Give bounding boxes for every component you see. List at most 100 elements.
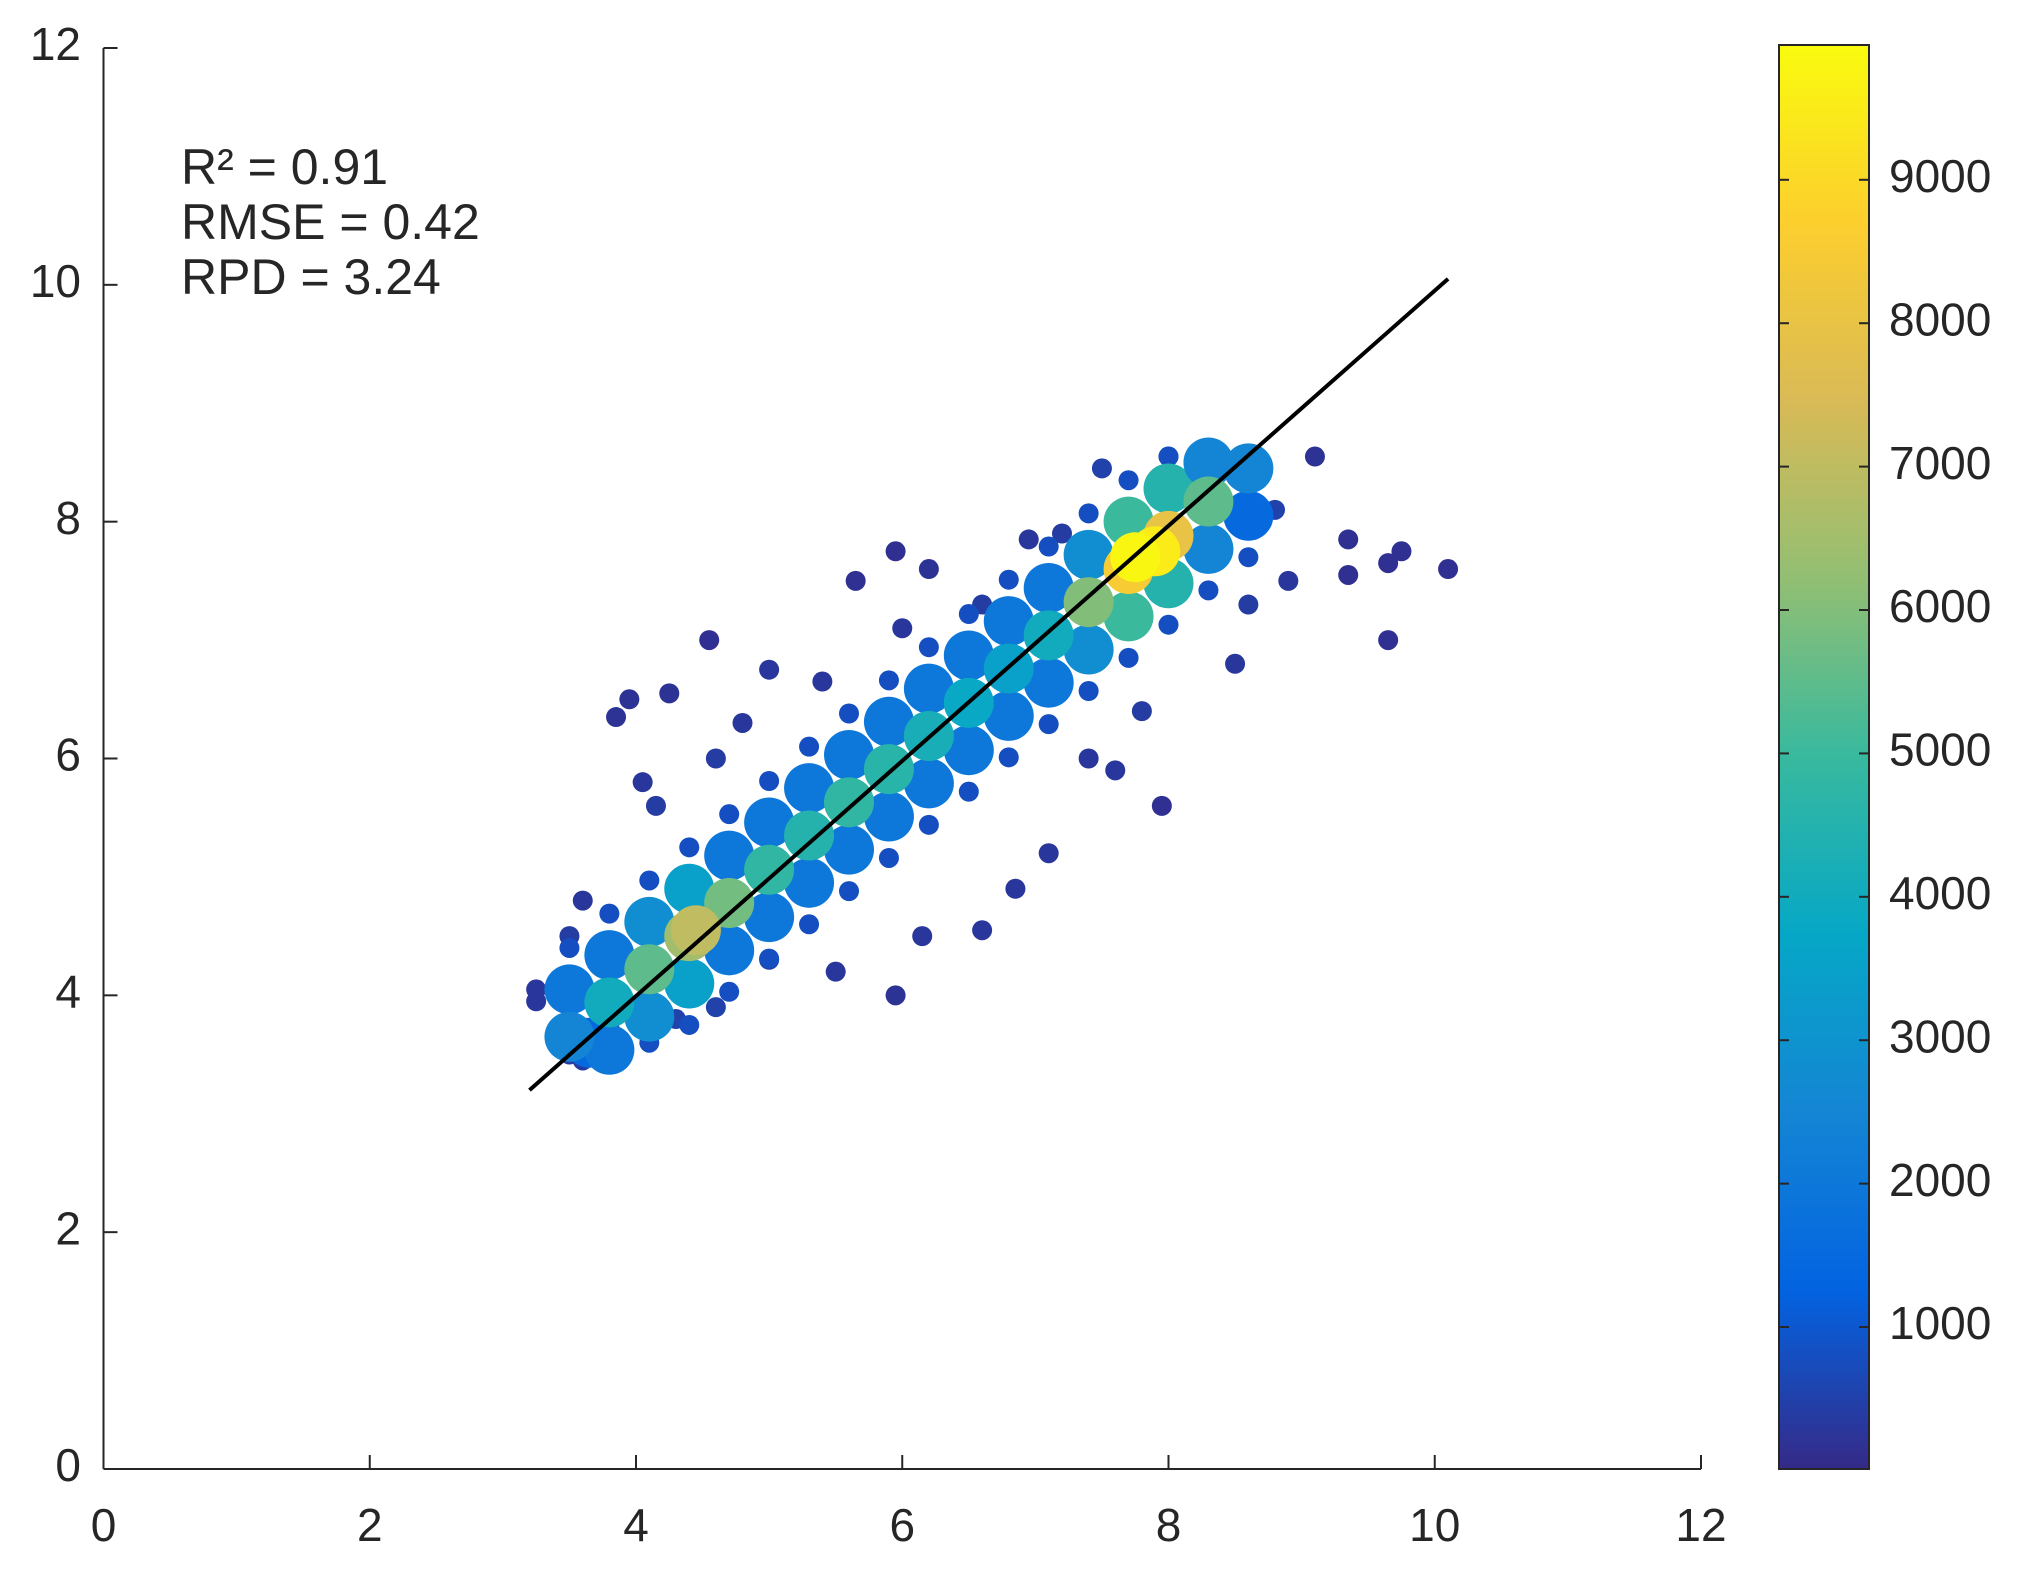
point bbox=[1158, 614, 1179, 635]
point bbox=[639, 870, 660, 891]
point bbox=[719, 981, 740, 1002]
y-tick-label: 10 bbox=[30, 255, 81, 307]
point bbox=[619, 689, 640, 710]
point bbox=[704, 877, 755, 928]
point bbox=[878, 847, 899, 868]
point bbox=[784, 857, 835, 908]
point bbox=[943, 630, 994, 681]
annotation: R² = 0.91 bbox=[181, 139, 388, 195]
y-tick-label: 2 bbox=[55, 1202, 81, 1254]
point bbox=[624, 896, 675, 947]
point bbox=[1225, 653, 1246, 674]
point bbox=[1183, 437, 1234, 488]
point bbox=[659, 683, 680, 704]
point bbox=[624, 944, 675, 995]
point bbox=[679, 837, 700, 858]
point bbox=[1078, 503, 1099, 524]
point bbox=[1131, 701, 1152, 722]
point bbox=[632, 772, 653, 793]
point bbox=[744, 892, 795, 943]
colorbar-tick-label: 5000 bbox=[1889, 724, 1991, 776]
point bbox=[699, 630, 720, 651]
point bbox=[998, 569, 1019, 590]
point bbox=[825, 961, 846, 982]
point bbox=[759, 770, 780, 791]
colorbar-tick-label: 6000 bbox=[1889, 580, 1991, 632]
point bbox=[863, 696, 914, 747]
point bbox=[839, 703, 859, 724]
colorbar bbox=[1778, 44, 1870, 1470]
point bbox=[918, 637, 939, 658]
point bbox=[812, 671, 833, 692]
colorbar-tick-label: 3000 bbox=[1889, 1010, 1991, 1062]
point bbox=[705, 997, 726, 1018]
y-tick-label: 6 bbox=[55, 729, 81, 781]
colorbar-tick-label: 7000 bbox=[1889, 437, 1991, 489]
point bbox=[584, 977, 635, 1028]
point bbox=[606, 707, 627, 728]
point bbox=[958, 604, 979, 625]
point bbox=[1158, 446, 1179, 467]
point bbox=[1063, 529, 1114, 580]
point bbox=[824, 729, 874, 780]
point bbox=[704, 830, 755, 881]
point bbox=[958, 781, 979, 802]
point bbox=[784, 763, 835, 814]
point bbox=[1278, 570, 1299, 591]
point bbox=[1183, 523, 1234, 574]
point bbox=[983, 596, 1034, 647]
point bbox=[584, 930, 635, 981]
x-tick-label: 8 bbox=[1156, 1499, 1182, 1551]
point bbox=[719, 804, 740, 825]
point bbox=[1023, 562, 1074, 613]
point bbox=[1078, 748, 1099, 769]
point bbox=[559, 937, 580, 958]
colorbar-tick-label: 4000 bbox=[1889, 867, 1991, 919]
point bbox=[1105, 760, 1126, 781]
point bbox=[892, 618, 913, 639]
point bbox=[1078, 681, 1099, 702]
point bbox=[1151, 795, 1172, 816]
point bbox=[918, 559, 939, 580]
point bbox=[664, 863, 715, 914]
point bbox=[664, 958, 715, 1009]
point bbox=[1223, 443, 1274, 494]
point bbox=[1063, 577, 1114, 628]
point bbox=[1338, 564, 1359, 585]
y-tick-label: 4 bbox=[55, 965, 81, 1017]
y-tick-label: 0 bbox=[55, 1439, 81, 1491]
annotation: RMSE = 0.42 bbox=[181, 194, 480, 250]
colorbar-tick-label: 9000 bbox=[1889, 150, 1991, 202]
point bbox=[1223, 490, 1274, 541]
point bbox=[943, 725, 994, 776]
point bbox=[912, 926, 933, 947]
point bbox=[1198, 580, 1219, 601]
point bbox=[972, 920, 993, 941]
point bbox=[845, 570, 866, 591]
x-tick-label: 10 bbox=[1409, 1499, 1460, 1551]
point bbox=[784, 810, 835, 861]
point bbox=[799, 736, 820, 757]
y-tick-label: 12 bbox=[30, 18, 81, 70]
colorbar-tick-label: 8000 bbox=[1889, 293, 1991, 345]
point bbox=[1238, 594, 1259, 615]
point bbox=[759, 659, 780, 680]
colorbar-tick-label: 2000 bbox=[1889, 1154, 1991, 1206]
point bbox=[1103, 591, 1154, 642]
point bbox=[1238, 547, 1259, 568]
point bbox=[1378, 553, 1399, 574]
x-tick-label: 12 bbox=[1675, 1499, 1726, 1551]
point bbox=[544, 1011, 595, 1062]
x-tick-label: 6 bbox=[889, 1499, 915, 1551]
point bbox=[1091, 458, 1112, 479]
point bbox=[983, 690, 1034, 741]
point bbox=[1118, 470, 1139, 491]
point bbox=[645, 795, 666, 816]
point bbox=[744, 797, 795, 848]
point bbox=[1038, 536, 1059, 557]
colorbar-tick-label: 1000 bbox=[1889, 1297, 1991, 1349]
point bbox=[1063, 624, 1114, 675]
point bbox=[878, 670, 899, 691]
point bbox=[824, 824, 874, 875]
point bbox=[1052, 523, 1072, 544]
